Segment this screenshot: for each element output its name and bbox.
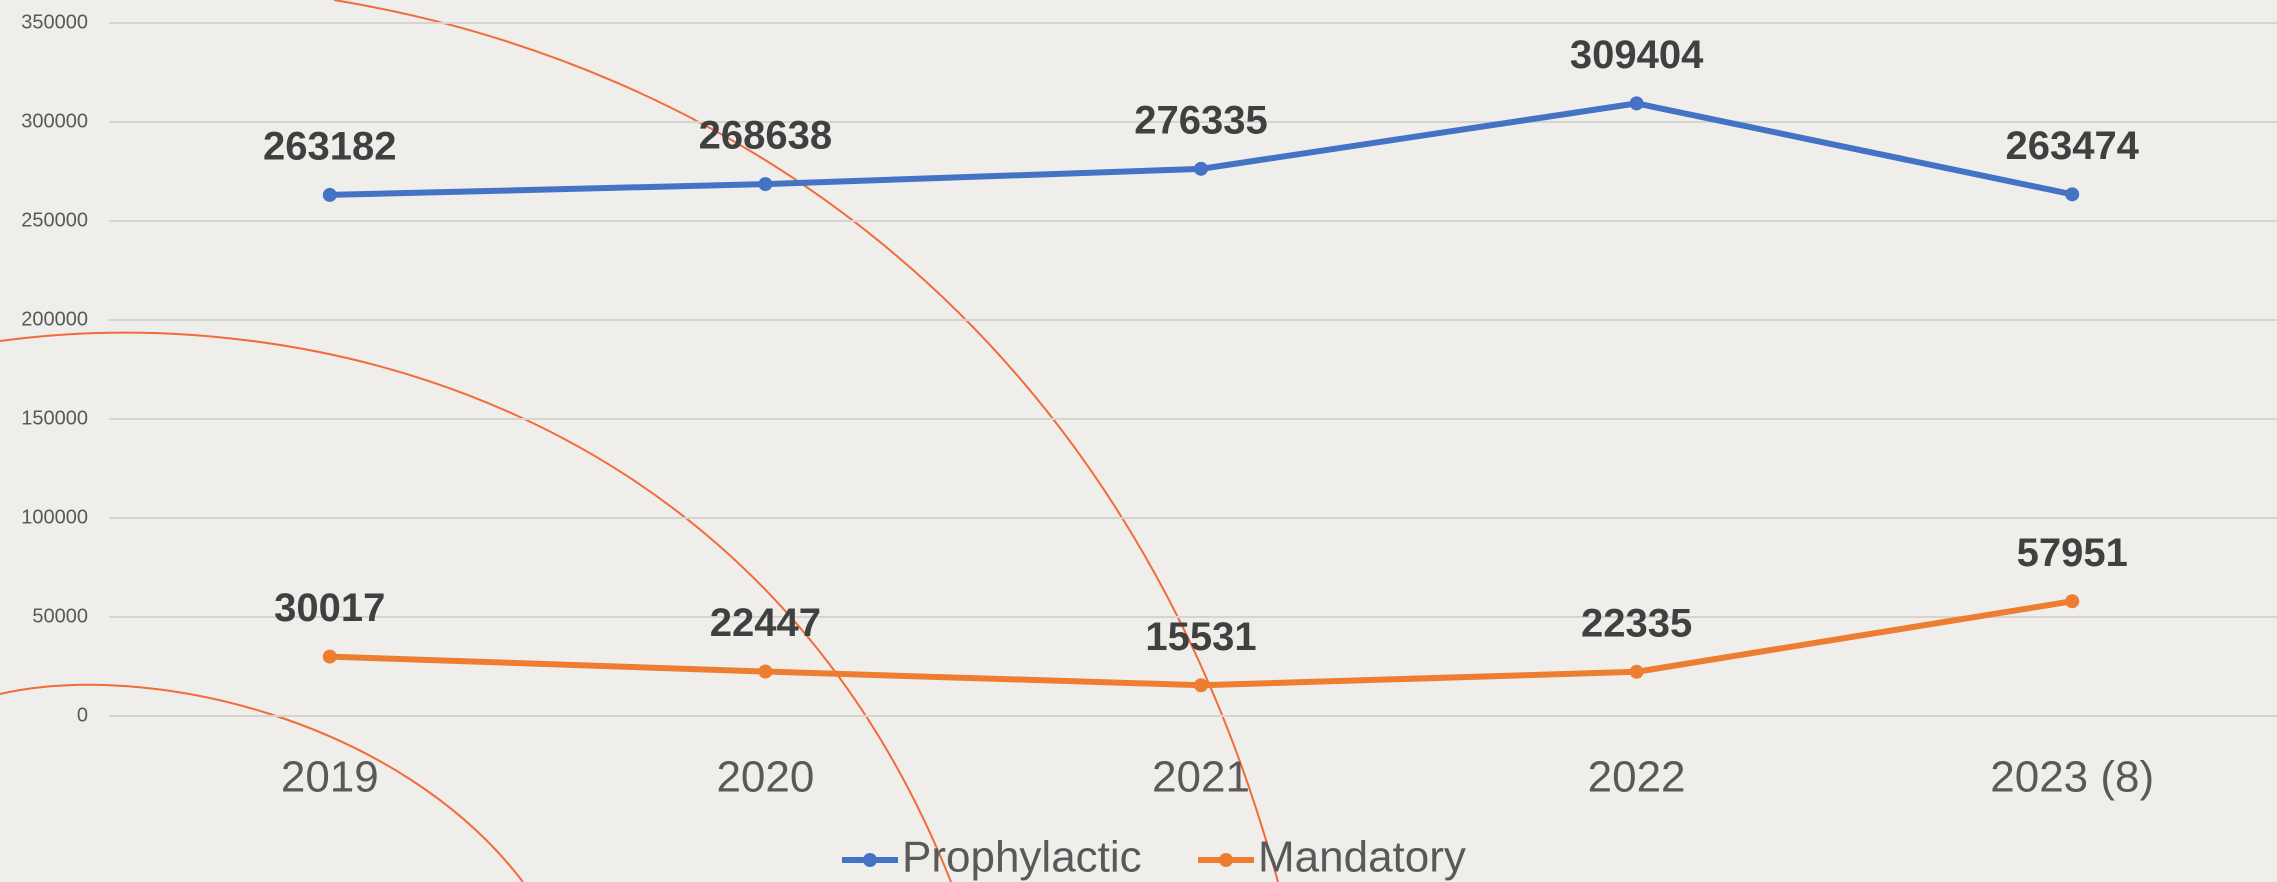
y-tick-label: 100000 (21, 506, 88, 528)
legend-marker (863, 853, 877, 867)
y-tick-label: 200000 (21, 308, 88, 330)
x-tick-label: 2019 (281, 753, 379, 802)
data-label: 22335 (1581, 601, 1692, 645)
data-label: 22447 (710, 601, 821, 645)
data-point (2065, 594, 2080, 609)
data-label: 263474 (2005, 124, 2139, 168)
arc (333, 0, 1279, 882)
data-point (1629, 96, 1644, 111)
data-label: 276335 (1134, 98, 1267, 142)
data-point (322, 187, 337, 202)
x-tick-label: 2023 (8) (1990, 753, 2154, 802)
legend-marker (1219, 853, 1233, 867)
arc (0, 331, 952, 882)
decorative-arcs (0, 0, 1279, 882)
data-label: 309404 (1570, 33, 1704, 77)
y-tick-label: 50000 (32, 605, 88, 627)
y-tick-label: 250000 (21, 209, 88, 231)
data-label: 263182 (263, 124, 396, 168)
data-label: 57951 (2017, 531, 2128, 575)
data-point (758, 664, 773, 679)
y-tick-label: 150000 (21, 407, 88, 429)
y-tick-label: 0 (77, 704, 88, 726)
legend-label: Prophylactic (902, 833, 1142, 882)
arc (0, 683, 524, 882)
y-tick-label: 350000 (21, 11, 88, 33)
x-tick-label: 2021 (1152, 753, 1250, 802)
y-tick-label: 300000 (21, 110, 88, 132)
data-label: 15531 (1145, 615, 1256, 659)
legend-label: Mandatory (1258, 833, 1466, 882)
data-label: 30017 (274, 586, 385, 630)
data-point (1194, 678, 1208, 693)
data-point (758, 177, 773, 192)
data-point (1629, 664, 1644, 679)
data-point (2065, 187, 2080, 202)
data-point (1194, 161, 1208, 176)
x-tick-label: 2022 (1588, 753, 1686, 802)
data-label: 268638 (699, 114, 832, 158)
x-tick-label: 2020 (716, 753, 814, 802)
data-point (322, 649, 337, 664)
